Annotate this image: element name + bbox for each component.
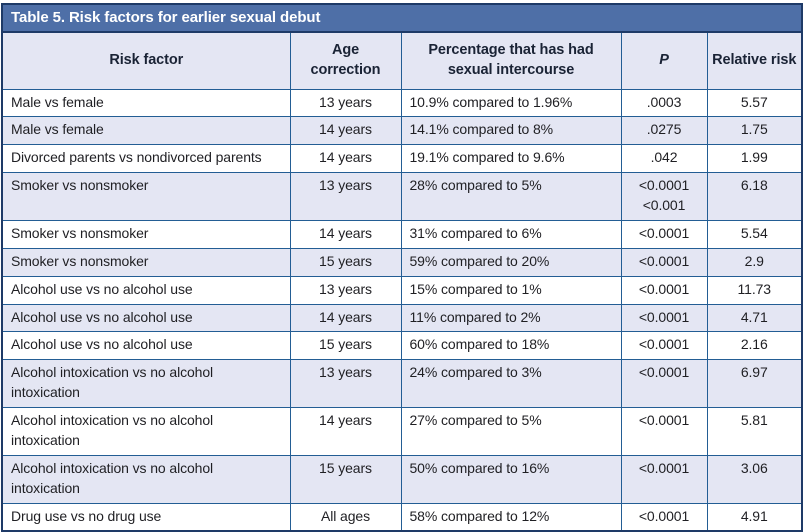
cell-percentage: 15% compared to 1% — [400, 275, 622, 305]
cell-age-correction: 13 years — [289, 88, 402, 118]
table-row: Smoker vs nonsmoker 15 years 59% compare… — [3, 247, 801, 277]
table-body: Male vs female 13 years 10.9% compared t… — [3, 88, 801, 531]
table-row: Divorced parents vs nondivorced parents … — [3, 144, 801, 174]
cell-relative-risk: 11.73 — [706, 275, 801, 305]
cell-age-correction: 15 years — [289, 454, 402, 504]
cell-risk-factor: Alcohol use vs no alcohol use — [3, 331, 291, 361]
cell-age-correction: 14 years — [289, 303, 402, 333]
cell-risk-factor: Smoker vs nonsmoker — [3, 172, 291, 221]
cell-p-value: <0.0001 — [620, 219, 708, 249]
cell-p-value: <0.0001 — [620, 359, 708, 408]
cell-percentage: 31% compared to 6% — [400, 219, 622, 249]
cell-relative-risk: 3.06 — [706, 454, 801, 504]
cell-p-value: .0275 — [620, 116, 708, 146]
cell-relative-risk: 5.81 — [706, 407, 801, 456]
cell-p-value: <0.0001 — [620, 407, 708, 456]
cell-percentage: 14.1% compared to 8% — [400, 116, 622, 146]
cell-relative-risk: 5.57 — [706, 88, 801, 118]
cell-percentage: 24% compared to 3% — [400, 359, 622, 408]
risk-factor-table: Table 5. Risk factors for earlier sexual … — [1, 3, 803, 532]
column-header-risk-factor: Risk factor — [3, 33, 291, 90]
cell-p-value: <0.0001 — [620, 331, 708, 361]
cell-risk-factor: Smoker vs nonsmoker — [3, 247, 291, 277]
cell-percentage: 58% compared to 12% — [400, 502, 622, 531]
table-row: Drug use vs no drug use All ages 58% com… — [3, 502, 801, 531]
cell-percentage: 19.1% compared to 9.6% — [400, 144, 622, 174]
cell-age-correction: 13 years — [289, 359, 402, 408]
table-title-bar: Table 5. Risk factors for earlier sexual … — [3, 5, 801, 33]
cell-age-correction: 14 years — [289, 116, 402, 146]
cell-age-correction: 13 years — [289, 275, 402, 305]
cell-percentage: 11% compared to 2% — [400, 303, 622, 333]
table-header: Risk factor Age correction Percentage th… — [3, 33, 801, 90]
column-header-age-correction: Age correction — [289, 33, 402, 90]
cell-age-correction: 15 years — [289, 331, 402, 361]
cell-risk-factor: Alcohol use vs no alcohol use — [3, 275, 291, 305]
table-row: Smoker vs nonsmoker 14 years 31% compare… — [3, 219, 801, 249]
cell-percentage: 50% compared to 16% — [400, 454, 622, 504]
cell-relative-risk: 1.75 — [706, 116, 801, 146]
cell-p-value: <0.0001 — [620, 303, 708, 333]
cell-percentage: 10.9% compared to 1.96% — [400, 88, 622, 118]
table-title-text: Risk factors for earlier sexual debut — [68, 9, 321, 26]
cell-p-value: <0.0001 — [620, 454, 708, 504]
cell-percentage: 59% compared to 20% — [400, 247, 622, 277]
cell-relative-risk: 5.54 — [706, 219, 801, 249]
cell-p-value: .0003 — [620, 88, 708, 118]
cell-risk-factor: Alcohol use vs no alcohol use — [3, 303, 291, 333]
cell-relative-risk: 1.99 — [706, 144, 801, 174]
cell-age-correction: 14 years — [289, 407, 402, 456]
table-row: Alcohol intoxication vs no alcohol intox… — [3, 359, 801, 408]
header-row: Risk factor Age correction Percentage th… — [3, 33, 801, 90]
cell-percentage: 28% compared to 5% — [400, 172, 622, 221]
cell-relative-risk: 4.71 — [706, 303, 801, 333]
cell-relative-risk: 4.91 — [706, 502, 801, 531]
cell-risk-factor: Alcohol intoxication vs no alcohol intox… — [3, 359, 291, 408]
cell-percentage: 27% compared to 5% — [400, 407, 622, 456]
table-row: Male vs female 14 years 14.1% compared t… — [3, 116, 801, 146]
cell-risk-factor: Male vs female — [3, 88, 291, 118]
cell-relative-risk: 6.18 — [706, 172, 801, 221]
cell-risk-factor: Drug use vs no drug use — [3, 502, 291, 531]
cell-p-value: <0.0001 <0.001 — [620, 172, 708, 221]
risk-table: Risk factor Age correction Percentage th… — [3, 33, 801, 531]
cell-relative-risk: 2.16 — [706, 331, 801, 361]
cell-p-value: <0.0001 — [620, 247, 708, 277]
cell-p-value: <0.0001 — [620, 502, 708, 531]
cell-relative-risk: 2.9 — [706, 247, 801, 277]
cell-p-value: <0.0001 — [620, 275, 708, 305]
cell-p-value: .042 — [620, 144, 708, 174]
table-row: Alcohol use vs no alcohol use 15 years 6… — [3, 331, 801, 361]
column-header-percentage: Percentage that has had sexual intercour… — [400, 33, 622, 90]
table-row: Smoker vs nonsmoker 13 years 28% compare… — [3, 172, 801, 221]
cell-age-correction: 14 years — [289, 219, 402, 249]
column-header-relative-risk: Relative risk — [706, 33, 801, 90]
table-row: Alcohol use vs no alcohol use 13 years 1… — [3, 275, 801, 305]
cell-risk-factor: Alcohol intoxication vs no alcohol intox… — [3, 407, 291, 456]
table-number-label: Table 5. — [11, 9, 65, 26]
table-row: Alcohol intoxication vs no alcohol intox… — [3, 454, 801, 504]
cell-relative-risk: 6.97 — [706, 359, 801, 408]
table-row: Male vs female 13 years 10.9% compared t… — [3, 88, 801, 118]
cell-age-correction: 14 years — [289, 144, 402, 174]
cell-risk-factor: Divorced parents vs nondivorced parents — [3, 144, 291, 174]
cell-age-correction: 13 years — [289, 172, 402, 221]
table-row: Alcohol intoxication vs no alcohol intox… — [3, 407, 801, 456]
column-header-p-value: P — [620, 33, 708, 90]
cell-risk-factor: Male vs female — [3, 116, 291, 146]
cell-age-correction: All ages — [289, 502, 402, 531]
table-row: Alcohol use vs no alcohol use 14 years 1… — [3, 303, 801, 333]
cell-percentage: 60% compared to 18% — [400, 331, 622, 361]
cell-age-correction: 15 years — [289, 247, 402, 277]
cell-risk-factor: Alcohol intoxication vs no alcohol intox… — [3, 454, 291, 504]
cell-risk-factor: Smoker vs nonsmoker — [3, 219, 291, 249]
